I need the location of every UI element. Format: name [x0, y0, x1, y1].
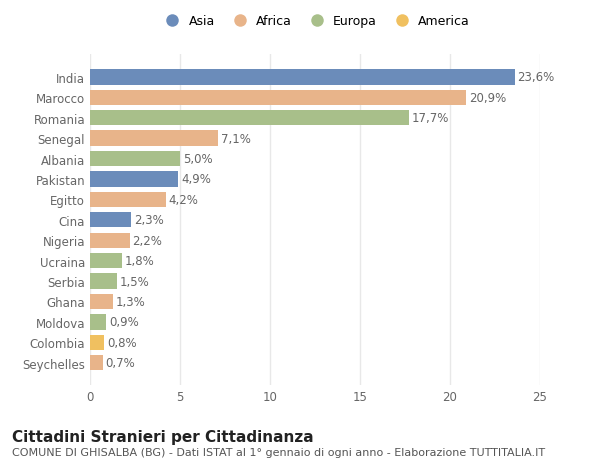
Text: 5,0%: 5,0% [182, 153, 212, 166]
Bar [90, 111, 409, 126]
Text: 4,9%: 4,9% [181, 173, 211, 186]
Bar [90, 131, 218, 146]
Text: 0,9%: 0,9% [109, 316, 139, 329]
Text: 4,2%: 4,2% [168, 193, 198, 207]
Text: 23,6%: 23,6% [517, 71, 555, 84]
Text: 1,5%: 1,5% [120, 275, 149, 288]
Bar [90, 314, 106, 330]
Text: 20,9%: 20,9% [469, 92, 506, 105]
Text: 1,3%: 1,3% [116, 295, 146, 308]
Bar [90, 335, 104, 350]
Bar [90, 294, 113, 309]
Bar [90, 172, 178, 187]
Text: 0,7%: 0,7% [106, 357, 135, 369]
Bar [90, 192, 166, 207]
Bar [90, 151, 180, 167]
Text: 0,8%: 0,8% [107, 336, 137, 349]
Bar [90, 213, 131, 228]
Text: 2,3%: 2,3% [134, 214, 164, 227]
Text: COMUNE DI GHISALBA (BG) - Dati ISTAT al 1° gennaio di ogni anno - Elaborazione T: COMUNE DI GHISALBA (BG) - Dati ISTAT al … [12, 448, 545, 458]
Text: Cittadini Stranieri per Cittadinanza: Cittadini Stranieri per Cittadinanza [12, 429, 314, 444]
Bar [90, 233, 130, 248]
Bar [90, 274, 117, 289]
Text: 17,7%: 17,7% [412, 112, 449, 125]
Text: 7,1%: 7,1% [221, 132, 250, 146]
Bar [90, 90, 466, 106]
Bar [90, 70, 515, 85]
Bar [90, 253, 122, 269]
Legend: Asia, Africa, Europa, America: Asia, Africa, Europa, America [160, 15, 470, 28]
Text: 1,8%: 1,8% [125, 255, 155, 268]
Text: 2,2%: 2,2% [133, 234, 162, 247]
Bar [90, 355, 103, 370]
